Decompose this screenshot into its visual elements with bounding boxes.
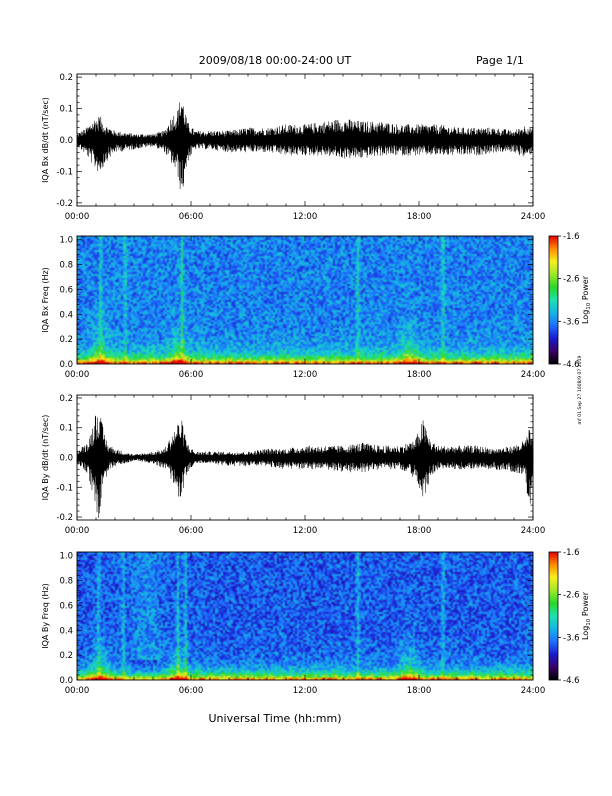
y-tick-label: 0.0 — [59, 454, 73, 464]
x-tick-label: 06:00 — [179, 526, 204, 536]
x-tick-label: 12:00 — [293, 526, 318, 536]
x-axis-title: Universal Time (hh:mm) — [209, 712, 342, 725]
x-tick-label: 18:00 — [407, 686, 432, 696]
x-tick-label: 06:00 — [179, 370, 204, 380]
y-tick-label: -0.1 — [56, 167, 73, 177]
by-spectrogram-panel: -4.6 -3.6 -2.6 -1.6 Log10 Power 00:00 06:00 12:… — [41, 548, 592, 696]
y-tick-label: -0.1 — [56, 483, 73, 493]
x-tick-label: 00:00 — [65, 526, 90, 536]
y-axis-label: IQA Bx Freq (Hz) — [41, 267, 50, 333]
x-tick-label: 06:00 — [179, 212, 204, 222]
x-tick-label: 00:00 — [65, 212, 90, 222]
x-tick-label: 12:00 — [293, 686, 318, 696]
x-tick-label: 00:00 — [65, 686, 90, 696]
colorbar-tick-label: -1.6 — [563, 548, 580, 558]
y-tick-label: 0.4 — [59, 310, 73, 320]
y-tick-label: 0.6 — [59, 601, 73, 611]
y-tick-label: -0.2 — [56, 199, 73, 209]
colorbar-tick-label: -4.6 — [563, 360, 580, 370]
colorbar-label: Log10 Power — [581, 275, 592, 324]
y-tick-label: -0.2 — [56, 513, 73, 523]
y-axis-label: IQA By Freq (Hz) — [41, 583, 50, 649]
colorbar-tick-label: -2.6 — [563, 591, 580, 601]
x-tick-label: 24:00 — [521, 526, 546, 536]
colorbar-tick-label: -3.6 — [563, 633, 580, 643]
y-axis-label: IQA By dB/dt (nT/sec) — [41, 415, 50, 501]
colorbar-tick-label: -4.6 — [563, 676, 580, 686]
y-tick-label: 1.0 — [59, 236, 73, 246]
x-tick-label: 18:00 — [407, 370, 432, 380]
x-tick-label: 12:00 — [293, 370, 318, 380]
dbdt-trace — [76, 102, 534, 189]
colorbar-tick-label: -2.6 — [563, 275, 580, 285]
spectrogram-image — [77, 236, 533, 364]
x-tick-label: 18:00 — [407, 526, 432, 536]
x-tick-label: 24:00 — [521, 370, 546, 380]
x-tick-label: 18:00 — [407, 212, 432, 222]
y-tick-label: 0.6 — [59, 285, 73, 295]
colorbar-label: Log10 Power — [581, 591, 592, 640]
y-tick-label: 0.1 — [59, 105, 73, 115]
x-tick-label: 24:00 — [521, 686, 546, 696]
colorbar-tick-label: -3.6 — [563, 317, 580, 327]
by-dbdt-panel: 00:00 06:00 12:00 18:00 24:00 -0.2 -0.1 0.0 0.1 0… — [41, 394, 545, 536]
y-tick-label: 1.0 — [59, 552, 73, 562]
y-tick-label: 0.0 — [59, 360, 73, 370]
colorbar-tick-label: -1.6 — [563, 232, 580, 242]
spectrogram-image — [77, 552, 533, 680]
colorbar — [548, 235, 559, 365]
plot-side-note: mf 01 Sep 27 1008/9 07 2019 — [577, 355, 583, 424]
y-tick-label: 0.8 — [59, 577, 73, 587]
y-tick-label: 0.2 — [59, 73, 73, 83]
y-tick-label: 0.0 — [59, 136, 73, 146]
y-tick-label: 0.1 — [59, 424, 73, 434]
y-axis-label: IQA Bx dB/dt (nT/sec) — [41, 97, 50, 183]
date-range-title: 2009/08/18 00:00-24:00 UT — [199, 54, 352, 67]
bx-spectrogram-panel: -4.6 -3.6 -2.6 -1.6 Log10 Power 00:00 06:00 12:… — [41, 232, 592, 380]
colorbar — [548, 551, 559, 681]
bx-dbdt-panel: 00:00 06:00 12:00 18:00 24:00 -0.2 -0.1 0.0 0.1 0… — [41, 73, 545, 222]
x-tick-label: 24:00 — [521, 212, 546, 222]
dbdt-trace — [76, 415, 534, 519]
y-tick-label: 0.2 — [59, 651, 73, 661]
x-tick-label: 12:00 — [293, 212, 318, 222]
page-indicator: Page 1/1 — [476, 54, 524, 67]
y-tick-label: 0.0 — [59, 676, 73, 686]
y-tick-label: 0.2 — [59, 335, 73, 345]
y-tick-label: 0.2 — [59, 394, 73, 404]
y-tick-label: 0.8 — [59, 261, 73, 271]
y-tick-label: 0.4 — [59, 626, 73, 636]
x-tick-label: 00:00 — [65, 370, 90, 380]
x-tick-label: 06:00 — [179, 686, 204, 696]
